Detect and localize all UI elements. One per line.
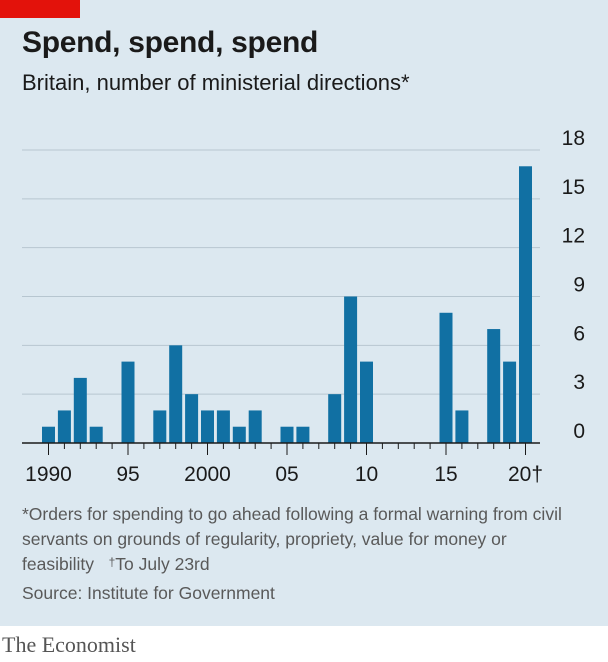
dagger-mark: †: [108, 555, 116, 569]
bar: [519, 166, 532, 443]
bar: [42, 426, 55, 443]
accent-tag: [0, 0, 80, 18]
x-axis-ticks: 1990 95 2000 05 10 15 20†: [25, 443, 543, 486]
chart-title: Spend, spend, spend: [22, 26, 318, 59]
bar: [248, 410, 262, 443]
y-tick-label: 12: [562, 225, 585, 248]
footnote-text: *Orders for spending to go ahead followi…: [22, 504, 562, 574]
bar: [169, 345, 183, 443]
dagger-note: To July 23rd: [115, 554, 210, 574]
chart-panel: [0, 0, 608, 626]
x-tick-label: 95: [116, 463, 139, 486]
bar: [57, 410, 71, 443]
y-axis-tick-labels: 0 3 6 9 12 15 18: [562, 127, 585, 443]
gridlines: [22, 149, 540, 395]
bar: [487, 329, 501, 443]
x-tick-label: 05: [275, 463, 298, 486]
bar: [503, 361, 517, 443]
bars: [42, 166, 532, 443]
brand-logo-text: The Economist: [2, 632, 136, 657]
bar: [153, 410, 167, 443]
bar: [201, 410, 214, 443]
bar: [296, 426, 310, 443]
footnote: *Orders for spending to go ahead followi…: [22, 502, 592, 577]
bar: [328, 394, 342, 443]
x-tick-label: 1990: [25, 463, 72, 486]
bar-chart: 0 3 6 9 12 15 18 1990 95 2000 05 10 15 20†: [22, 127, 585, 486]
source-note: Source: Institute for Government: [22, 583, 275, 603]
chart-subtitle: Britain, number of ministerial direction…: [22, 70, 410, 95]
bar: [439, 312, 453, 443]
x-tick-label: 20†: [508, 463, 543, 486]
x-tick-label: 10: [355, 463, 378, 486]
x-tick-label: 15: [434, 463, 457, 486]
bar: [455, 410, 469, 443]
x-tick-label: 2000: [184, 463, 231, 486]
y-tick-label: 6: [573, 322, 585, 345]
bar: [121, 361, 135, 443]
y-tick-label: 0: [573, 420, 585, 443]
bar: [216, 410, 230, 443]
bar: [344, 296, 358, 443]
y-tick-label: 3: [573, 371, 585, 394]
bar: [185, 394, 199, 443]
y-tick-label: 15: [562, 176, 585, 199]
bar: [89, 426, 103, 443]
bar: [73, 377, 87, 443]
bar: [360, 361, 373, 443]
y-tick-label: 18: [562, 127, 585, 150]
bar: [280, 426, 294, 443]
y-tick-label: 9: [573, 274, 585, 297]
bar: [232, 426, 246, 443]
